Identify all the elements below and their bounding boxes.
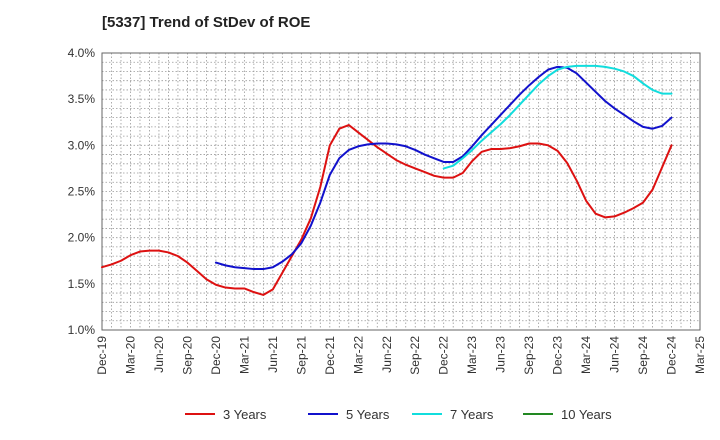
x-tick-label: Sep-22 (408, 336, 422, 375)
x-tick-label: Mar-24 (579, 336, 593, 374)
series-layer (101, 64, 673, 296)
x-tick-label: Mar-23 (465, 336, 479, 374)
grid-layer (101, 52, 701, 331)
x-tick-label: Mar-25 (693, 336, 707, 374)
y-tick-label: 2.5% (68, 185, 96, 199)
x-tick-label: Dec-19 (95, 336, 109, 375)
x-tick-label: Mar-20 (123, 336, 137, 374)
legend-layer: 3 Years 5 Years 7 Years 10 Years (185, 407, 612, 422)
x-tick-label: Dec-21 (323, 336, 337, 375)
legend-label-3-years: 3 Years (223, 407, 267, 422)
chart-title: [5337] Trend of StDev of ROE (102, 14, 311, 31)
x-tick-label: Jun-22 (380, 336, 394, 373)
x-tick-label: Sep-23 (522, 336, 536, 375)
y-tick-label: 2.0% (68, 231, 96, 245)
x-tick-label: Sep-20 (180, 336, 194, 375)
y-tick-label: 3.0% (68, 138, 96, 152)
x-tick-label: Jun-20 (152, 336, 166, 373)
series-line-7-years (442, 64, 673, 170)
x-tick-label: Jun-24 (608, 336, 622, 373)
x-tick-label: Dec-24 (665, 336, 679, 375)
x-tick-label: Sep-21 (294, 336, 308, 375)
x-tick-label: Dec-23 (551, 336, 565, 375)
y-tick-label: 4.0% (68, 46, 96, 60)
x-tick-label: Dec-22 (437, 336, 451, 375)
x-tick-label: Jun-23 (494, 336, 508, 373)
legend-label-10-years: 10 Years (561, 407, 612, 422)
legend-label-7-years: 7 Years (450, 407, 494, 422)
legend-label-5-years: 5 Years (346, 407, 390, 422)
y-tick-label: 1.5% (68, 277, 96, 291)
x-tick-label: Sep-24 (636, 336, 650, 375)
axis-layer: 1.0% 1.5% 2.0% 2.5% 3.0% 3.5% 4.0% Dec-19 Mar-20… (68, 46, 707, 375)
series-line-3-years (101, 124, 673, 296)
y-tick-label: 3.5% (68, 92, 96, 106)
y-tick-label: 1.0% (68, 323, 96, 337)
x-tick-label: Jun-21 (266, 336, 280, 373)
x-tick-label: Mar-21 (237, 336, 251, 374)
x-tick-label: Mar-22 (351, 336, 365, 374)
x-tick-label: Dec-20 (209, 336, 223, 375)
series-line-5-years (214, 65, 673, 271)
plot-border (101, 52, 701, 331)
